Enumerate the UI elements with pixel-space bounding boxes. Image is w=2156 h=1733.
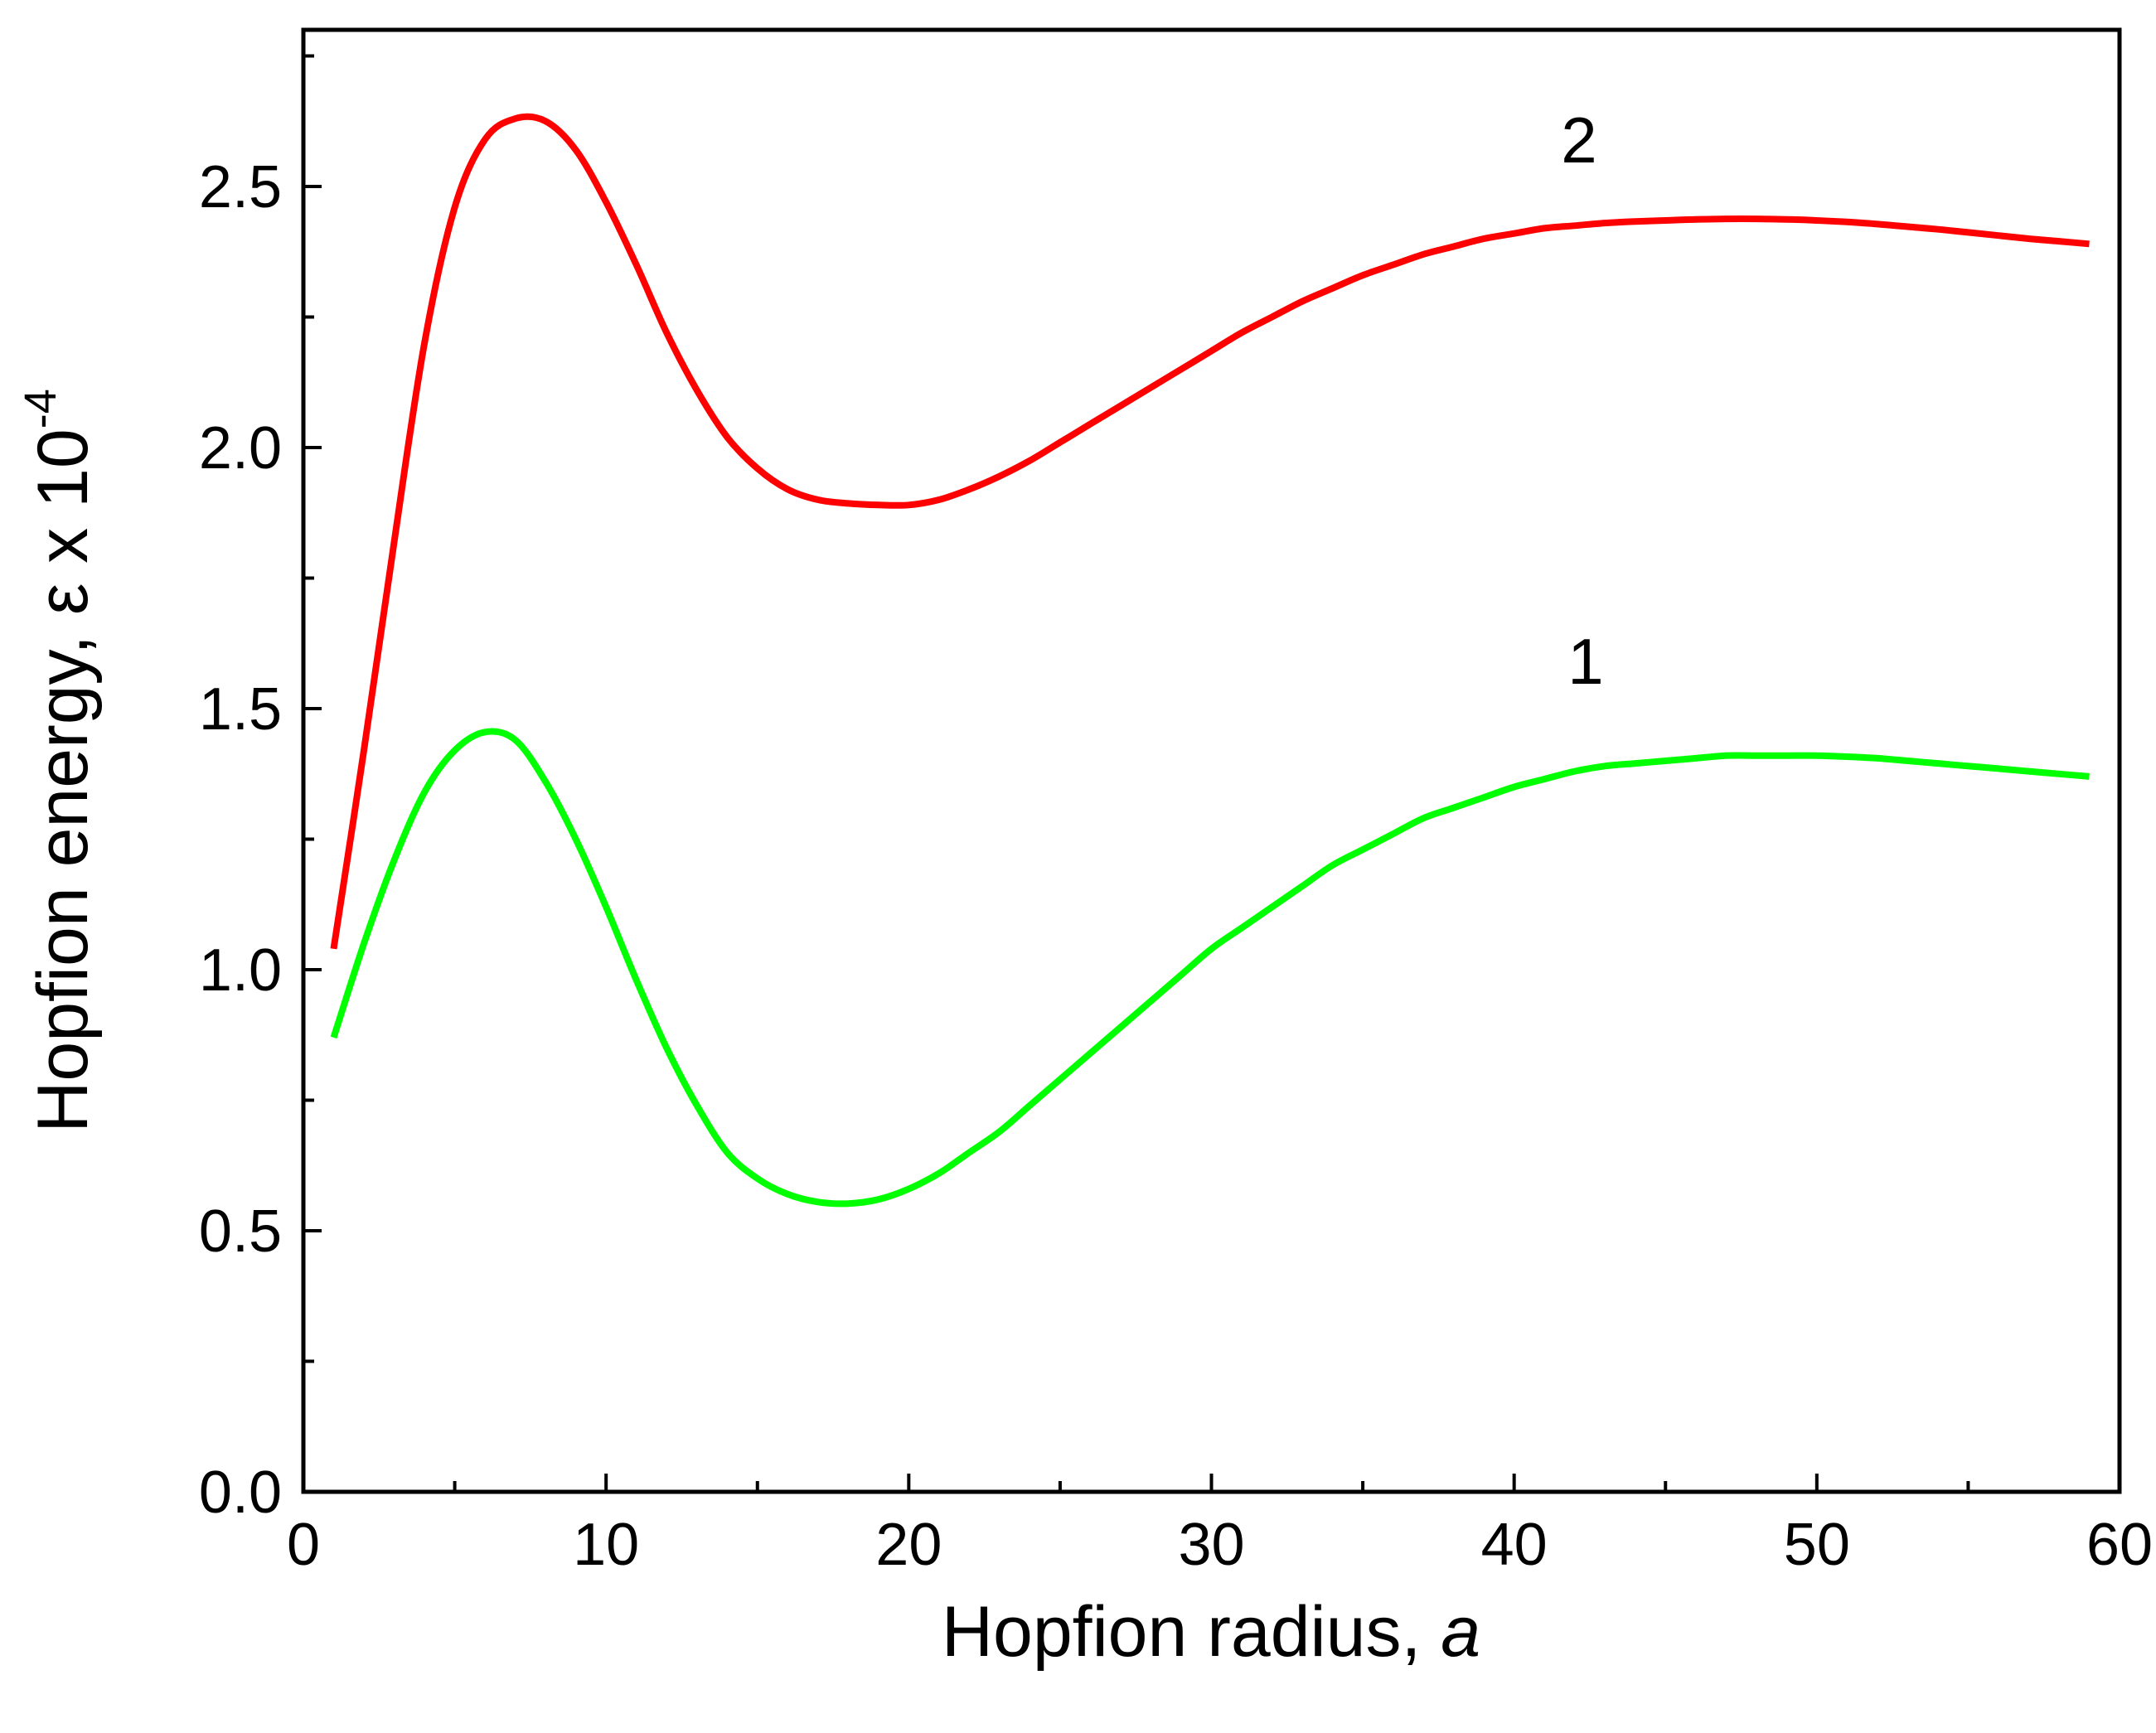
- curve-label-1: 1: [1567, 625, 1603, 698]
- y-axis-title-text: Hopfion energy, ε x 10: [23, 428, 103, 1132]
- plot-frame: [301, 27, 2122, 1494]
- curve-label-2: 2: [1561, 104, 1596, 177]
- x-axis-title-text: Hopfion radius,: [942, 1592, 1441, 1672]
- y-tick-label: 2.5: [199, 154, 282, 220]
- y-tick-label: 0.5: [199, 1198, 282, 1265]
- series-line-1: [330, 728, 2090, 1208]
- x-tick-label: 30: [1178, 1512, 1244, 1578]
- x-axis-title-variable: a: [1441, 1592, 1480, 1672]
- x-axis-title: Hopfion radius, a: [942, 1592, 1480, 1672]
- x-tick-label: 50: [1784, 1512, 1850, 1578]
- series-layer: [330, 113, 2090, 1208]
- y-axis-title-exponent: -4: [16, 389, 65, 428]
- x-tick-label: 40: [1481, 1512, 1548, 1578]
- y-tick-label: 0.0: [199, 1459, 282, 1526]
- x-tick-label: 60: [2086, 1512, 2153, 1578]
- x-axis-ticks: 0 10 20 30 40 50 60: [287, 1474, 2153, 1578]
- x-tick-label: 10: [573, 1512, 639, 1578]
- y-tick-label: 2.0: [199, 415, 282, 482]
- y-tick-label: 1.5: [199, 676, 282, 743]
- y-axis-ticks: 0.0 0.5 1.0 1.5 2.0 2.5: [199, 54, 322, 1526]
- y-axis-title: Hopfion energy, ε x 10-4: [16, 389, 103, 1132]
- y-tick-label: 1.0: [199, 937, 282, 1004]
- x-tick-label: 20: [875, 1512, 942, 1578]
- x-tick-label: 0: [287, 1512, 320, 1578]
- series-line-2: [330, 113, 2090, 950]
